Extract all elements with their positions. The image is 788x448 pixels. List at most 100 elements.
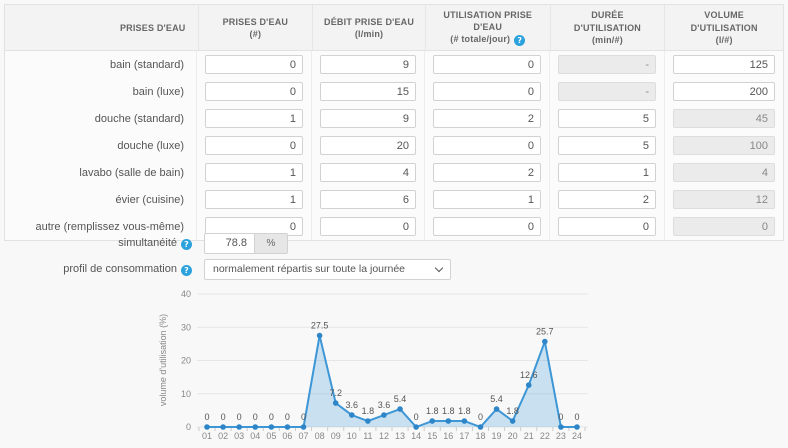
row4-prises-input[interactable] [205,163,303,183]
row2-utilisation-input[interactable] [433,109,541,129]
table-cell [197,105,312,133]
table-cell [197,159,312,187]
row2-prises-input[interactable] [205,109,303,129]
table-row: douche (standard) [5,105,783,133]
row3-volume-input [673,136,775,156]
data-point [268,424,275,430]
x-tick-label: 12 [379,431,389,441]
row-label: bain (standard) [5,51,197,79]
y-tick-label: 0 [186,422,191,432]
table-cell [197,78,312,106]
x-tick-label: 05 [266,431,276,441]
data-point [316,332,323,339]
row6-prises-input[interactable] [205,217,303,237]
row0-debit-input[interactable] [320,55,416,75]
table-cell [425,159,550,187]
x-tick-label: 04 [250,431,260,441]
row5-debit-input[interactable] [320,190,416,210]
row6-utilisation-input[interactable] [433,217,541,237]
table-cell [312,51,425,79]
row1-volume-input[interactable] [673,82,775,102]
data-point [413,424,419,430]
row5-duree-input[interactable] [558,190,656,210]
row0-utilisation-input[interactable] [433,55,541,75]
row1-utilisation-input[interactable] [433,82,541,102]
profile-select[interactable]: normalement répartis sur toute la journé… [204,258,451,280]
row-label: douche (luxe) [5,132,197,160]
row-label: lavabo (salle de bain) [5,159,197,187]
x-tick-label: 20 [508,431,518,441]
data-label: 5.4 [394,394,407,404]
simultaneity-input[interactable] [204,232,254,254]
data-point [461,418,468,424]
y-tick-label: 40 [181,289,191,299]
row4-duree-input[interactable] [558,163,656,183]
row3-debit-input[interactable] [320,136,416,156]
row5-utilisation-input[interactable] [433,190,541,210]
row2-duree-input[interactable] [558,109,656,129]
data-point [252,424,259,430]
row4-debit-input[interactable] [320,163,416,183]
table-cell [550,213,665,241]
help-icon[interactable]: ? [181,238,192,250]
table-cell [425,186,550,214]
table-cell [550,78,665,106]
row2-volume-input [673,109,775,129]
data-point [558,424,564,430]
row1-duree-input [558,82,656,102]
help-icon[interactable]: ? [181,264,192,276]
column-header-debit: DÉBIT PRISE D'EAU (l/min) [313,5,426,51]
x-tick-label: 22 [540,431,550,441]
data-point [300,424,307,430]
simultaneity-control: simultanéité? % [4,231,288,255]
data-point [204,424,210,430]
table-cell [312,78,425,106]
data-label: 0 [301,412,306,422]
data-label: 25.7 [536,327,554,337]
data-label: 0 [558,412,563,422]
row2-debit-input[interactable] [320,109,416,129]
y-axis-label: volume d'utilisation (%) [158,314,168,406]
column-header-volume: VOLUME D'UTILISATION (l/#) [690,10,758,45]
data-point [574,424,580,430]
row0-prises-input[interactable] [205,55,303,75]
data-label: 3.6 [346,400,359,410]
column-header-utilisation: UTILISATION PRISE D'EAU (# totale/jour)? [426,5,551,51]
row6-duree-input[interactable] [558,217,656,237]
table-row: douche (luxe) [5,132,783,160]
table-cell [312,186,425,214]
x-tick-label: 18 [475,431,485,441]
row3-duree-input[interactable] [558,136,656,156]
data-point [397,406,403,412]
row-label: autre (remplissez vous-même) [5,213,197,241]
x-tick-label: 03 [234,431,244,441]
row5-prises-input[interactable] [205,190,303,210]
row-label: douche (standard) [5,105,197,133]
row0-volume-input[interactable] [673,55,775,75]
row4-utilisation-input[interactable] [433,163,541,183]
x-tick-label: 02 [218,431,228,441]
table-cell [425,213,550,241]
data-point [236,424,242,430]
row1-prises-input[interactable] [205,82,303,102]
row3-utilisation-input[interactable] [433,136,541,156]
row3-prises-input[interactable] [205,136,303,156]
x-tick-label: 10 [347,431,357,441]
row6-debit-input[interactable] [320,217,416,237]
x-tick-label: 24 [572,431,582,441]
x-tick-label: 14 [411,431,421,441]
row-label: évier (cuisine) [5,186,197,214]
table-row: bain (luxe) [5,78,783,106]
table-cell [312,105,425,133]
help-icon[interactable]: ? [514,35,526,47]
column-header-prises: PRISES D'EAU (#) [199,5,314,51]
data-label: 0 [204,412,209,422]
x-tick-label: 01 [202,431,212,441]
data-point [365,418,371,424]
data-label: 1.8 [362,406,375,416]
data-point [509,418,516,424]
row1-debit-input[interactable] [320,82,416,102]
table-cell [550,105,665,133]
series-area [207,335,578,427]
water-fixtures-table: PRISES D'EAU PRISES D'EAU (#) DÉBIT PRISE D… [4,4,784,242]
